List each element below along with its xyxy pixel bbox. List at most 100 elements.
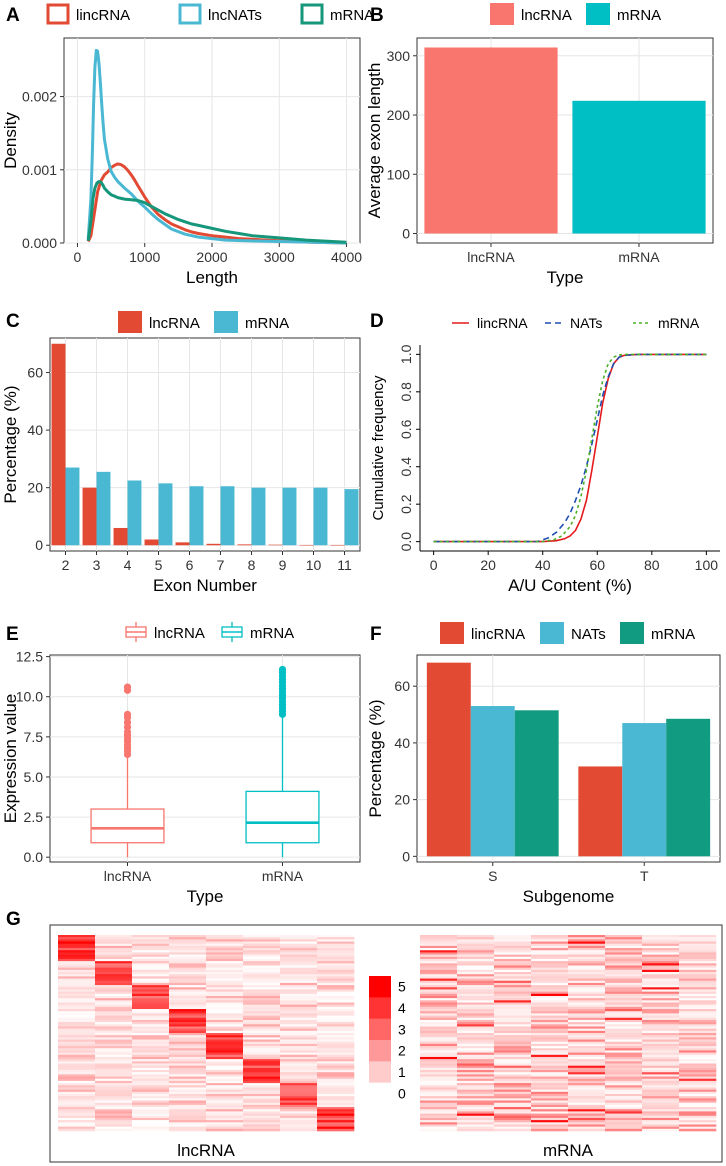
heatmap-cell <box>206 1078 244 1082</box>
heatmap-cell <box>280 1091 318 1095</box>
heatmap-cell <box>457 1083 495 1086</box>
heatmap-cell <box>132 967 170 971</box>
heatmap-cell <box>169 1076 207 1080</box>
heatmap-cell <box>568 1002 606 1005</box>
heatmap-cell <box>642 954 680 958</box>
heatmap-cell <box>243 991 281 995</box>
heatmap-cell <box>58 974 96 977</box>
heatmap-cell <box>494 978 532 982</box>
heatmap-cell <box>206 1128 244 1132</box>
heatmap-cell <box>605 967 643 971</box>
heatmap-cell <box>206 1104 244 1108</box>
heatmap-cell <box>642 972 680 975</box>
heatmap-cell <box>95 1052 133 1056</box>
heatmap-cell <box>605 1070 643 1073</box>
heatmap-cell <box>58 1004 96 1008</box>
heatmap-cell <box>280 1019 318 1023</box>
heatmap-cell <box>280 1115 318 1119</box>
heatmap-cell <box>206 1006 244 1010</box>
heatmap-cell <box>531 1093 569 1097</box>
heatmap-cell <box>58 976 96 979</box>
heatmap-cell <box>679 1048 717 1051</box>
heatmap-cell <box>642 1128 680 1132</box>
heatmap-cell <box>420 998 458 1001</box>
heatmap-cell <box>568 1046 606 1049</box>
exon-number-y-tick-label: 0 <box>35 537 43 553</box>
heatmap-cell <box>531 1043 569 1047</box>
exon-length-legend-label: mRNA <box>617 7 661 24</box>
heatmap-cell <box>420 1070 458 1073</box>
heatmap-cell <box>642 1002 680 1005</box>
heatmap-cell <box>280 954 318 958</box>
heatmap-cell <box>58 1054 96 1058</box>
heatmap-group-label: lncRNA <box>177 1141 235 1160</box>
heatmap-cell <box>679 969 717 973</box>
heatmap-cell <box>206 1063 244 1066</box>
heatmap-cell <box>58 1046 96 1049</box>
heatmap-cell <box>642 982 680 986</box>
heatmap-cell <box>531 1041 569 1045</box>
heatmap-cell <box>95 943 133 947</box>
heatmap-cell <box>95 1070 133 1073</box>
cumulative-y-axis-title: Cumulative frequency <box>370 375 387 521</box>
heatmap-cell <box>605 978 643 982</box>
heatmap-cell <box>605 1072 643 1075</box>
heatmap-cell <box>494 1039 532 1043</box>
heatmap-cell <box>280 1122 318 1125</box>
heatmap-cell <box>58 1015 96 1019</box>
heatmap-cell <box>679 1098 717 1101</box>
heatmap-cell <box>58 1059 96 1062</box>
heatmap-cell <box>568 1089 606 1093</box>
heatmap-cell <box>95 1115 133 1119</box>
heatmap-cell <box>317 939 355 942</box>
heatmap-cell <box>531 1024 569 1027</box>
heatmap-cell <box>206 991 244 995</box>
heatmap-cell <box>679 985 717 988</box>
heatmap-cell <box>169 941 207 945</box>
heatmap-cell <box>531 980 569 984</box>
heatmap-cell <box>679 976 717 979</box>
heatmap-cell <box>132 1035 170 1038</box>
heatmap-cell <box>531 1061 569 1064</box>
heatmap-cell <box>494 1070 532 1073</box>
heatmap-cell <box>494 995 532 999</box>
heatmap-cell <box>531 1126 569 1130</box>
heatmap-cell <box>457 1030 495 1034</box>
heatmap-cell <box>568 943 606 947</box>
heatmap-cell <box>531 1067 569 1071</box>
heatmap-cell <box>420 1080 458 1084</box>
heatmap-cell <box>280 1113 318 1117</box>
heatmap-cell <box>494 1048 532 1051</box>
heatmap-cell <box>494 1002 532 1005</box>
heatmap-cell <box>58 1128 96 1132</box>
heatmap-cell <box>679 978 717 982</box>
heatmap-cell <box>206 1111 244 1114</box>
heatmap-cell <box>457 1039 495 1043</box>
heatmap-cell <box>531 1104 569 1108</box>
heatmap-cell <box>494 950 532 953</box>
heatmap-cell <box>494 1009 532 1012</box>
heatmap-cell <box>420 1035 458 1038</box>
heatmap-cell <box>642 1091 680 1095</box>
exon-number-bar-lncrna <box>268 544 283 546</box>
heatmap-cell <box>605 1083 643 1086</box>
subgenome-x-axis-title: Subgenome <box>523 887 615 906</box>
heatmap-cell <box>568 1037 606 1040</box>
heatmap-cell <box>206 1011 244 1014</box>
heatmap-cell <box>605 1065 643 1069</box>
heatmap-cell <box>457 1041 495 1045</box>
heatmap-cell <box>642 1115 680 1119</box>
heatmap-cell <box>568 1111 606 1114</box>
expression-y-tick-label: 10.0 <box>16 689 43 705</box>
heatmap-cell <box>679 1115 717 1119</box>
heatmap-cell <box>420 974 458 977</box>
heatmap-cell <box>132 965 170 968</box>
heatmap-cell <box>494 998 532 1001</box>
heatmap-cell <box>169 1063 207 1066</box>
heatmap-cell <box>420 1093 458 1097</box>
heatmap-cell <box>531 1083 569 1086</box>
heatmap-cell <box>206 1024 244 1027</box>
heatmap-cell <box>169 950 207 953</box>
density-line-mrna <box>86 180 347 244</box>
